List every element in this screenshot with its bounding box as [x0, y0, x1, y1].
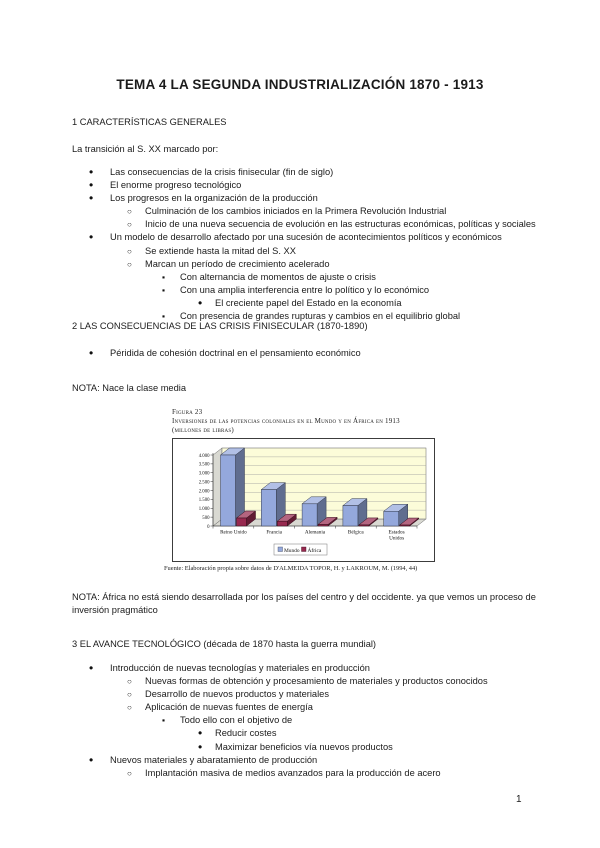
list-item: El enorme progreso tecnológico: [72, 179, 536, 192]
svg-text:Alemania: Alemania: [305, 530, 326, 536]
svg-text:Bélgica: Bélgica: [348, 530, 365, 536]
section-3-heading: 3 EL AVANCE TECNOLÓGICO (década de 1870 …: [72, 639, 377, 649]
list-item: Péridida de cohesión doctrinal en el pen…: [72, 347, 361, 360]
list-item: Un modelo de desarrollo afectado por una…: [72, 231, 536, 244]
svg-text:3.000: 3.000: [199, 472, 210, 477]
svg-text:1.000: 1.000: [199, 507, 210, 512]
svg-text:1.500: 1.500: [199, 498, 210, 503]
svg-text:500: 500: [202, 516, 210, 521]
chart-box: 0 500 1.000 1.500 2.000 2.500 3.000 3.500 4.000 R…: [172, 438, 435, 562]
svg-text:2.500: 2.500: [199, 480, 210, 485]
list-item: Maximizar beneficios vía nuevos producto…: [72, 741, 488, 754]
svg-text:África: África: [308, 546, 322, 554]
svg-text:Francia: Francia: [266, 530, 282, 536]
note-clase-media: NOTA: Nace la clase media: [72, 383, 187, 393]
list-item: El creciente papel del Estado en la econ…: [72, 297, 536, 310]
list-item: Introducción de nuevas tecnologías y mat…: [72, 662, 488, 675]
section-1-bullet-list: Las consecuencias de la crisis finisecul…: [72, 166, 536, 323]
list-item: Marcan un período de crecimiento acelera…: [72, 258, 536, 271]
figure: Figura 23 Inversiones de las potencias c…: [164, 404, 464, 572]
figure-label: Figura 23: [172, 408, 203, 416]
list-item: Aplicación de nuevas fuentes de energía: [72, 701, 488, 714]
list-item: Con presencia de grandes rupturas y camb…: [72, 310, 536, 323]
svg-text:3.500: 3.500: [199, 463, 210, 468]
figure-title: Inversiones de las potencias coloniales …: [172, 417, 400, 425]
section-1-heading: 1 CARACTERÍSTICAS GENERALES: [72, 117, 227, 127]
svg-text:4.000: 4.000: [199, 454, 210, 459]
list-item: Nuevas formas de obtención y procesamien…: [72, 675, 488, 688]
list-item: Los progresos en la organización de la p…: [72, 192, 536, 205]
list-item: Con una amplia interferencia entre lo po…: [72, 284, 536, 297]
list-item: Todo ello con el objetivo de: [72, 714, 488, 727]
figure-source: Fuente: Elaboración propia sobre datos d…: [164, 565, 418, 572]
svg-text:Estados: Estados: [389, 530, 405, 536]
page-number: 1: [516, 794, 522, 805]
list-item: Culminación de los cambios iniciados en …: [72, 205, 536, 218]
svg-text:Mundo: Mundo: [284, 548, 300, 554]
section-2-heading: 2 LAS CONSECUENCIAS DE LAS CRISIS FINISE…: [72, 321, 368, 331]
svg-text:0: 0: [207, 525, 210, 530]
note-africa: NOTA: África no está siendo desarrollada…: [72, 592, 536, 615]
list-item: Inicio de una nueva secuencia de evoluci…: [72, 218, 536, 231]
section-2-bullet-list: Péridida de cohesión doctrinal en el pen…: [72, 347, 361, 360]
section-1-intro: La transición al S. XX marcado por:: [72, 144, 219, 154]
list-item: Desarrollo de nuevos productos y materia…: [72, 688, 488, 701]
list-item: Nuevos materiales y abaratamiento de pro…: [72, 754, 488, 767]
list-item: Se extiende hasta la mitad del S. XX: [72, 245, 536, 258]
chart-legend: [273, 543, 328, 556]
list-item: Con alternancia de momentos de ajuste o …: [72, 271, 536, 284]
svg-text:Reino Unido: Reino Unido: [220, 530, 247, 536]
investment-bar-chart: 0 500 1.000 1.500 2.000 2.500 3.000 3.500 4.000 R…: [199, 447, 427, 556]
page-title: TEMA 4 LA SEGUNDA INDUSTRIALIZACIÓN 1870…: [116, 77, 484, 93]
list-item: Reducir costes: [72, 727, 488, 740]
list-item: Las consecuencias de la crisis finisecul…: [72, 166, 536, 179]
svg-text:Unidos: Unidos: [389, 536, 404, 542]
list-item: Implantación masiva de medios avanzados …: [72, 767, 488, 780]
svg-text:2.000: 2.000: [199, 489, 210, 494]
figure-subtitle: (millones de libras): [172, 426, 234, 434]
section-3-bullet-list: Introducción de nuevas tecnologías y mat…: [72, 662, 488, 780]
